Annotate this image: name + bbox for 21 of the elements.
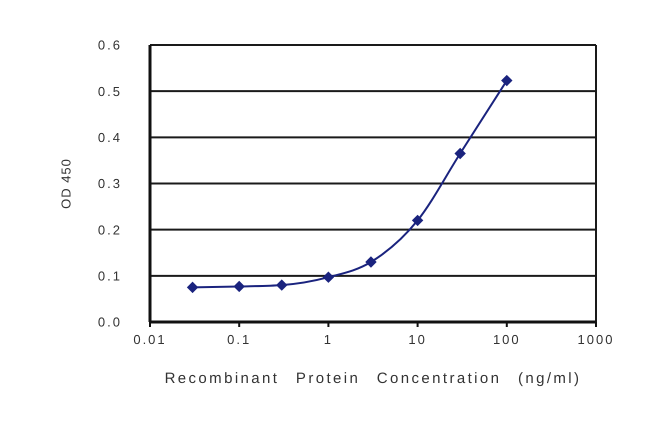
y-tick-label: 0.1 [98, 268, 122, 284]
y-tick-label: 0.2 [98, 222, 122, 238]
y-tick-label: 0.4 [98, 130, 122, 145]
y-tick-label: 0.5 [98, 84, 122, 99]
x-axis-title: Recombinant Protein Concentration (ng/ml) [164, 370, 582, 387]
x-tick-label: 0.1 [227, 332, 252, 348]
point [187, 282, 198, 293]
y-tick-label: 0.0 [98, 314, 122, 330]
x-tick-label: 1 [324, 332, 334, 348]
x-tick-label: 1000 [578, 332, 614, 348]
point [365, 256, 376, 268]
point [322, 272, 334, 283]
point [501, 75, 512, 86]
x-tick-label: 100 [492, 332, 521, 348]
x-tick-label: 0.01 [133, 332, 167, 348]
y-tick-label: 0.3 [98, 176, 122, 192]
point [276, 280, 288, 291]
y-tick-label: 0.6 [98, 38, 122, 53]
y-axis-title: OD 450 [58, 158, 74, 209]
x-tick-label: 10 [408, 332, 427, 348]
point [412, 214, 424, 226]
